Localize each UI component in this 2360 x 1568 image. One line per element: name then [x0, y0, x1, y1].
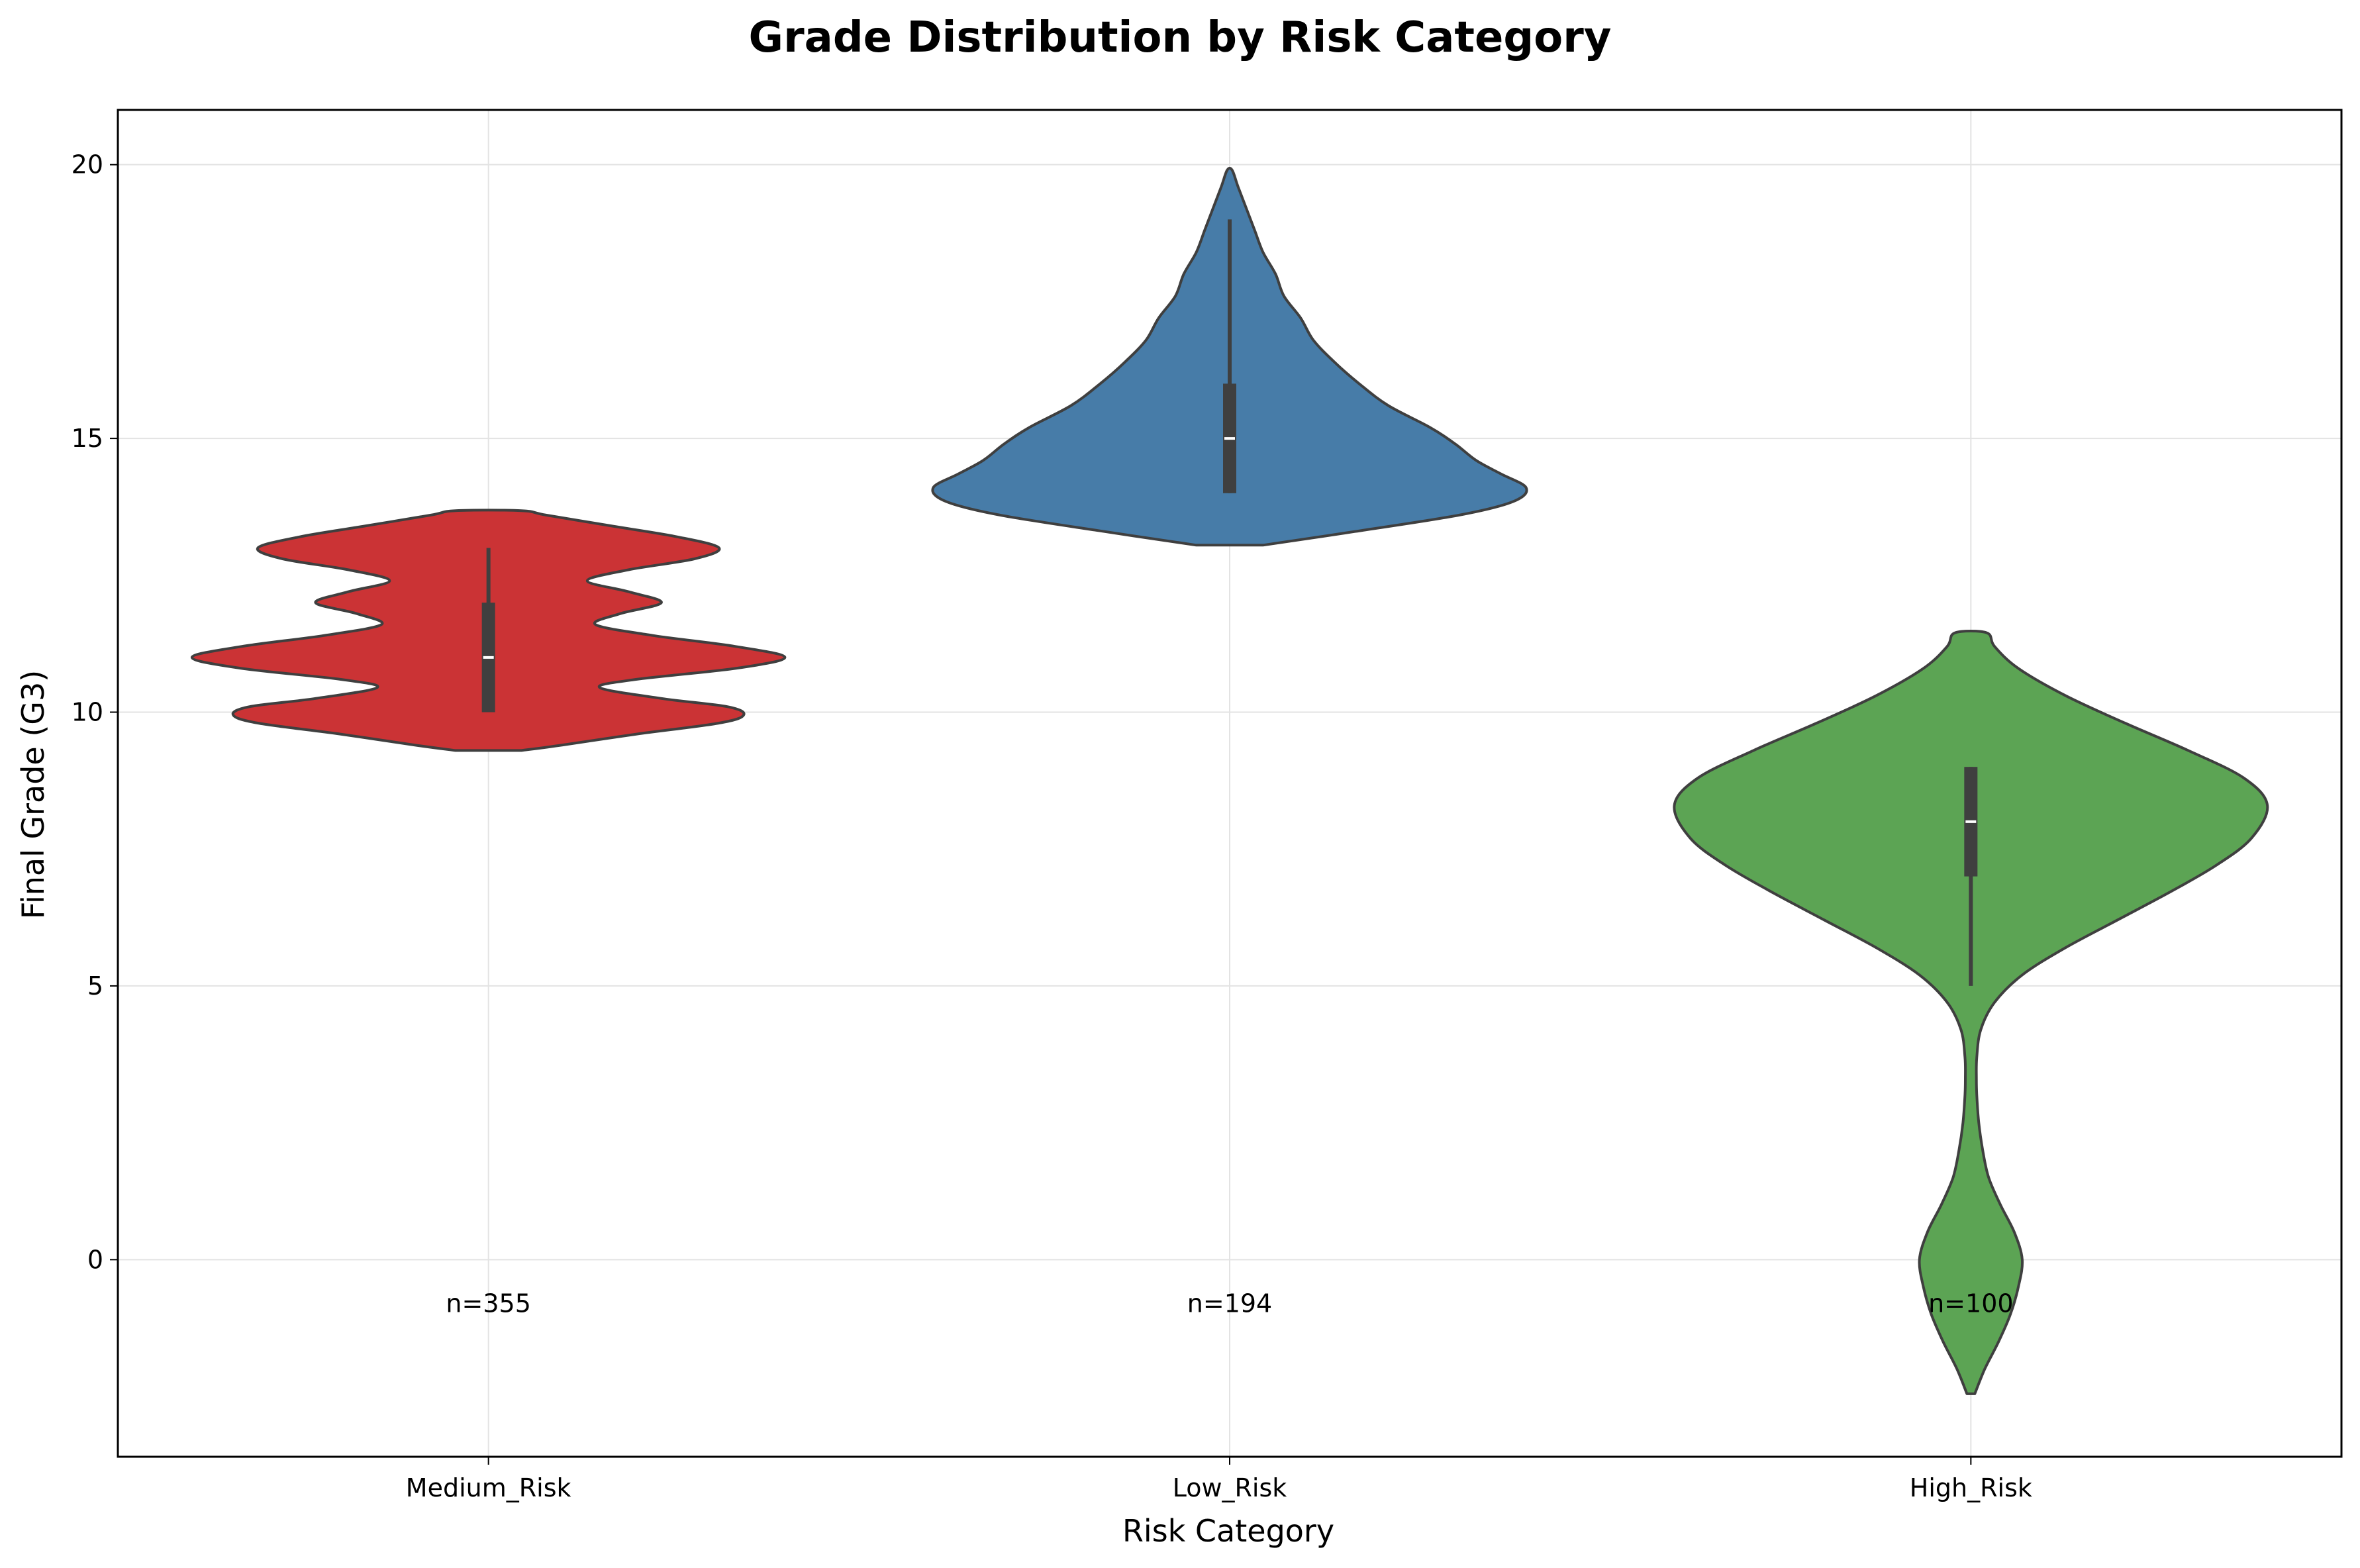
- x-tick-label: High_Risk: [1910, 1473, 2032, 1502]
- violins: [190, 166, 2269, 1395]
- y-tick-label: 5: [87, 971, 103, 1001]
- x-tick-label: Low_Risk: [1173, 1473, 1287, 1502]
- violin-high-risk: [1673, 630, 2269, 1395]
- x-axis-label: Risk Category: [1122, 1513, 1334, 1549]
- chart-title: Grade Distribution by Risk Category: [749, 13, 1612, 62]
- x-tick-label: Medium_Risk: [406, 1473, 571, 1502]
- count-label: n=355: [446, 1289, 530, 1318]
- y-tick-label: 10: [72, 698, 103, 727]
- y-tick-label: 20: [72, 150, 103, 179]
- y-tick-label: 0: [87, 1245, 103, 1274]
- axes: 0 5 10 15 20 Medium_Risk Low_Risk High_Risk: [72, 150, 2032, 1502]
- y-tick-label: 15: [72, 424, 103, 453]
- count-labels: n=355 n=194 n=100: [446, 1289, 2013, 1318]
- count-label: n=194: [1187, 1289, 1272, 1318]
- y-axis-label: Final Grade (G3): [15, 670, 51, 919]
- count-label: n=100: [1928, 1289, 2013, 1318]
